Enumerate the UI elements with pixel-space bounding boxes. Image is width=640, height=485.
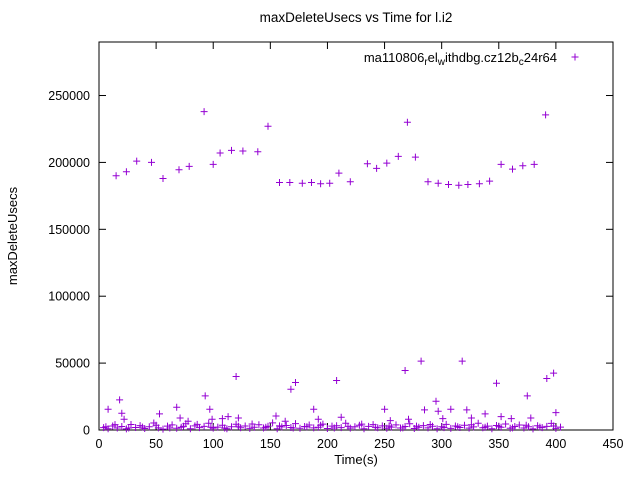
legend: ma110806relwithdbg.cz12bc24r64 — [364, 50, 579, 68]
y-tick-label: 0 — [83, 424, 90, 438]
y-tick-label: 100000 — [48, 290, 90, 304]
y-axis-label: maxDeleteUsecs — [5, 186, 20, 285]
axis-ticks: 0 50 100 150 200 250 300 350 400 450 0 50000 100000 1… — [48, 42, 623, 451]
x-tick-label: 50 — [149, 437, 163, 451]
x-tick-label: 350 — [488, 437, 509, 451]
x-tick-label: 250 — [374, 437, 395, 451]
y-tick-label: 150000 — [48, 223, 90, 237]
legend-marker-icon — [571, 53, 579, 61]
x-tick-label: 100 — [203, 437, 224, 451]
x-tick-label: 450 — [603, 437, 624, 451]
x-tick-label: 150 — [260, 437, 281, 451]
x-tick-label: 0 — [96, 437, 103, 451]
legend-label: ma110806relwithdbg.cz12bc24r64 — [364, 50, 557, 68]
data-point-markers — [100, 108, 564, 433]
y-tick-label: 250000 — [48, 89, 90, 103]
x-tick-label: 200 — [317, 437, 338, 451]
y-tick-label: 200000 — [48, 156, 90, 170]
y-tick-label: 50000 — [55, 357, 90, 371]
chart-title: maxDeleteUsecs vs Time for l.i2 — [260, 10, 453, 25]
x-tick-label: 400 — [545, 437, 566, 451]
x-axis-label: Time(s) — [334, 452, 378, 467]
plot-area — [98, 41, 614, 431]
x-tick-label: 300 — [431, 437, 452, 451]
data-points — [100, 108, 564, 433]
